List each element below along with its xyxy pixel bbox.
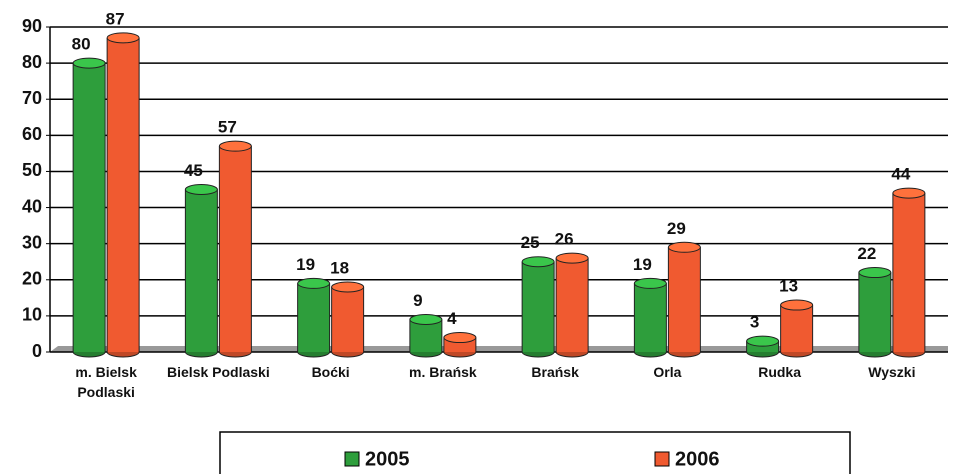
floor <box>50 346 948 352</box>
value-label: 13 <box>779 277 798 296</box>
bar-body <box>892 193 925 352</box>
bar-top <box>218 140 252 152</box>
x-tick-label: Orla <box>653 364 682 380</box>
bar <box>667 241 701 358</box>
value-label: 25 <box>521 233 540 252</box>
bar <box>521 256 555 358</box>
bar <box>331 281 365 358</box>
y-tick-label: 60 <box>22 124 42 144</box>
bar <box>780 299 814 358</box>
x-tick-label: m. Bielsk Podlaski <box>75 364 137 400</box>
bar-body <box>780 305 813 352</box>
bar-top <box>780 299 814 311</box>
value-label: 44 <box>891 165 910 184</box>
y-tick-label: 20 <box>22 269 42 289</box>
bar-top <box>106 32 140 44</box>
y-tick-label: 0 <box>32 341 42 361</box>
bar-body <box>331 287 364 352</box>
y-tick-label: 40 <box>22 196 42 216</box>
bar-top <box>858 267 892 279</box>
value-label: 29 <box>667 219 686 238</box>
bar-body <box>185 189 218 352</box>
value-label: 19 <box>633 255 652 274</box>
bar-top <box>331 281 365 293</box>
bar-body <box>107 37 140 352</box>
bar-body <box>668 247 701 352</box>
legend-swatch <box>344 451 360 467</box>
x-tick-label: Wyszki <box>868 364 916 380</box>
bar-top <box>184 184 218 195</box>
bar <box>633 277 667 358</box>
bar-top <box>409 314 443 325</box>
x-tick-label: Bielsk Podlaski <box>167 364 270 380</box>
bar <box>297 277 331 358</box>
legend-box <box>219 431 851 474</box>
value-label: 22 <box>857 244 876 263</box>
value-label: 3 <box>750 313 759 332</box>
bar <box>555 252 589 358</box>
y-tick-label: 90 <box>22 16 42 36</box>
bar <box>892 187 926 358</box>
value-label: 18 <box>330 258 349 277</box>
x-tick-label: m. Brańsk <box>409 364 477 380</box>
bar <box>72 57 106 358</box>
bar-body <box>219 146 252 352</box>
bar <box>106 32 140 358</box>
value-label: 80 <box>72 35 91 54</box>
y-tick-label: 80 <box>22 52 42 72</box>
bar <box>184 184 218 358</box>
bar-top <box>746 335 780 347</box>
y-tick-label: 70 <box>22 88 42 108</box>
bar-body <box>858 272 891 352</box>
bar-body <box>634 283 667 352</box>
legend-label: 2005 <box>365 448 410 470</box>
x-tick-label: Boćki <box>311 364 350 380</box>
value-label: 9 <box>413 291 422 310</box>
bar <box>443 332 477 358</box>
bar <box>218 140 252 358</box>
bar-top <box>892 187 926 199</box>
bar-top <box>297 277 331 289</box>
bar-top <box>72 57 106 69</box>
value-label: 45 <box>184 161 203 180</box>
bar <box>746 335 780 358</box>
bar-top <box>443 332 477 344</box>
legend-label: 2006 <box>675 448 720 470</box>
value-label: 57 <box>218 118 237 137</box>
value-label: 19 <box>296 255 315 274</box>
bar <box>409 314 443 358</box>
bar-body <box>297 283 330 352</box>
x-tick-label: Rudka <box>758 364 802 380</box>
x-tick-label: Brańsk <box>531 364 579 380</box>
y-tick-label: 10 <box>22 305 42 325</box>
bar-body <box>556 258 589 352</box>
legend-swatch <box>654 451 670 467</box>
bar-top <box>633 277 667 289</box>
bar <box>858 267 892 358</box>
bar-top <box>521 256 555 268</box>
value-label: 26 <box>555 230 574 249</box>
bar-body <box>73 63 106 352</box>
value-label: 4 <box>447 309 457 328</box>
y-tick-label: 30 <box>22 232 42 252</box>
y-tick-label: 50 <box>22 160 42 180</box>
bar-body <box>522 261 555 352</box>
value-label: 87 <box>106 9 125 28</box>
bar-top <box>555 252 589 264</box>
bar-top <box>667 241 701 253</box>
